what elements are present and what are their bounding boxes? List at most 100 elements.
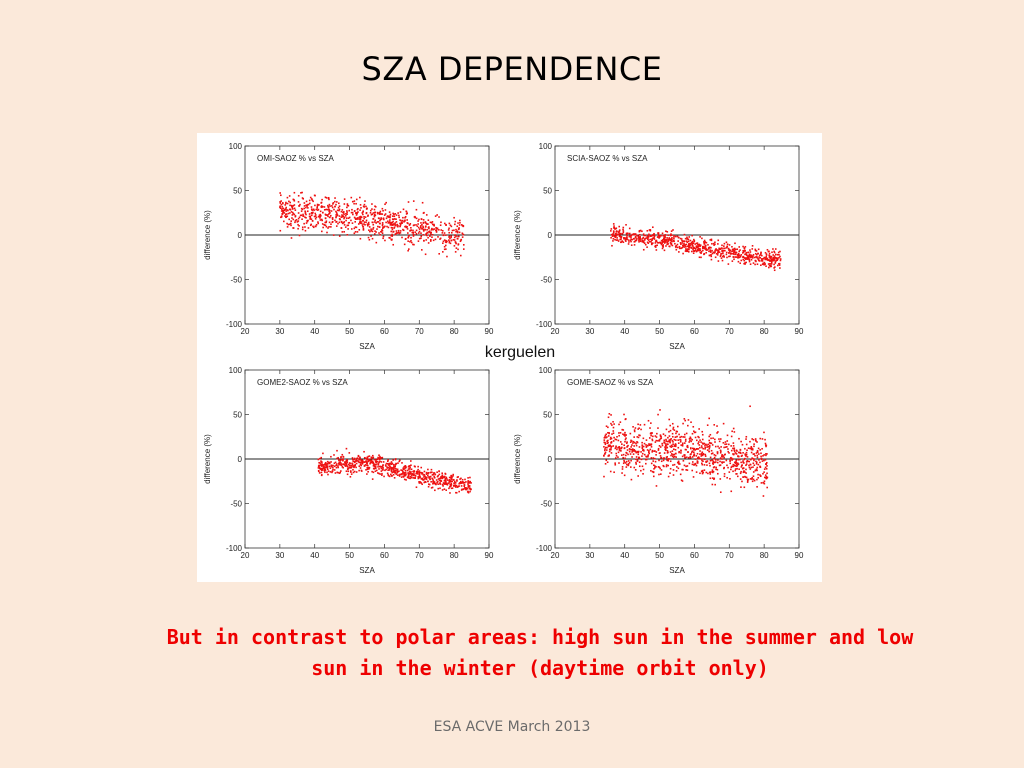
data-point — [739, 448, 742, 451]
data-point — [383, 218, 385, 221]
data-point — [717, 260, 720, 262]
data-point — [708, 447, 711, 450]
data-point — [669, 440, 671, 443]
data-point — [468, 487, 471, 490]
data-point — [703, 464, 706, 466]
data-point — [650, 422, 652, 424]
data-point — [389, 215, 391, 217]
data-point — [297, 201, 300, 203]
data-point — [709, 249, 712, 251]
data-point — [637, 236, 640, 239]
data-point — [738, 246, 741, 248]
data-point — [762, 472, 764, 475]
y-tick-label: -50 — [540, 276, 552, 285]
data-point — [401, 221, 403, 224]
data-point — [405, 225, 407, 228]
data-point — [764, 263, 766, 265]
data-point — [402, 228, 404, 231]
data-point — [325, 466, 328, 469]
data-point — [711, 477, 714, 479]
data-point — [395, 467, 397, 470]
data-point — [377, 472, 379, 474]
data-point — [697, 244, 700, 246]
data-point — [604, 452, 606, 455]
data-point — [279, 205, 281, 208]
data-point — [745, 455, 747, 457]
data-point — [614, 233, 617, 235]
data-point — [453, 239, 456, 241]
data-point — [745, 253, 748, 256]
data-point — [686, 445, 688, 448]
data-point — [685, 465, 687, 468]
data-point — [299, 203, 301, 206]
data-point — [291, 206, 294, 209]
data-point — [466, 487, 468, 490]
data-point — [307, 219, 309, 222]
data-point — [308, 199, 311, 202]
data-point — [625, 224, 627, 226]
data-point — [733, 449, 736, 451]
data-point — [322, 211, 324, 214]
data-point — [423, 240, 425, 242]
data-point — [690, 241, 693, 244]
data-point — [428, 230, 431, 233]
data-point — [675, 432, 677, 435]
data-point — [764, 251, 767, 254]
data-point — [409, 222, 412, 225]
data-point — [360, 459, 362, 461]
data-point — [365, 468, 367, 471]
data-point — [630, 236, 632, 239]
data-point — [437, 236, 439, 238]
data-point — [288, 218, 290, 221]
data-point — [348, 465, 351, 467]
data-point — [772, 259, 775, 262]
data-point — [645, 455, 647, 458]
data-point — [428, 483, 431, 486]
data-point — [448, 240, 451, 243]
data-point — [382, 235, 385, 238]
data-point — [657, 449, 660, 451]
data-point — [645, 439, 648, 441]
data-point — [441, 477, 444, 480]
data-point — [444, 482, 447, 485]
data-point — [622, 228, 624, 231]
data-point — [353, 210, 356, 212]
data-point — [410, 475, 413, 477]
data-point — [724, 247, 726, 250]
data-point — [731, 459, 733, 461]
data-point — [647, 234, 650, 237]
data-point — [612, 238, 615, 240]
data-point — [733, 251, 736, 253]
data-point — [622, 231, 625, 234]
data-point — [741, 443, 744, 446]
data-point — [711, 452, 714, 455]
data-point — [701, 462, 703, 465]
data-point — [329, 462, 331, 465]
data-point — [715, 248, 717, 250]
data-point — [433, 481, 436, 483]
data-point — [721, 259, 724, 262]
data-point — [737, 455, 739, 457]
data-point — [280, 200, 282, 202]
data-point — [674, 436, 677, 438]
data-point — [363, 223, 365, 225]
data-point — [726, 434, 729, 437]
data-point — [436, 475, 439, 478]
data-point — [663, 439, 666, 442]
x-tick-label: 70 — [415, 327, 424, 336]
data-point — [659, 452, 661, 454]
data-point — [727, 263, 730, 265]
data-point — [424, 475, 426, 477]
data-point — [701, 463, 704, 466]
data-point — [403, 478, 406, 481]
data-point — [343, 203, 346, 205]
data-point — [335, 210, 337, 213]
data-point — [661, 241, 664, 243]
data-point — [366, 468, 369, 471]
data-point — [656, 432, 658, 435]
data-point — [756, 263, 759, 265]
data-point — [766, 486, 768, 489]
data-point — [608, 413, 611, 415]
data-point — [685, 245, 687, 248]
data-point — [304, 212, 307, 215]
